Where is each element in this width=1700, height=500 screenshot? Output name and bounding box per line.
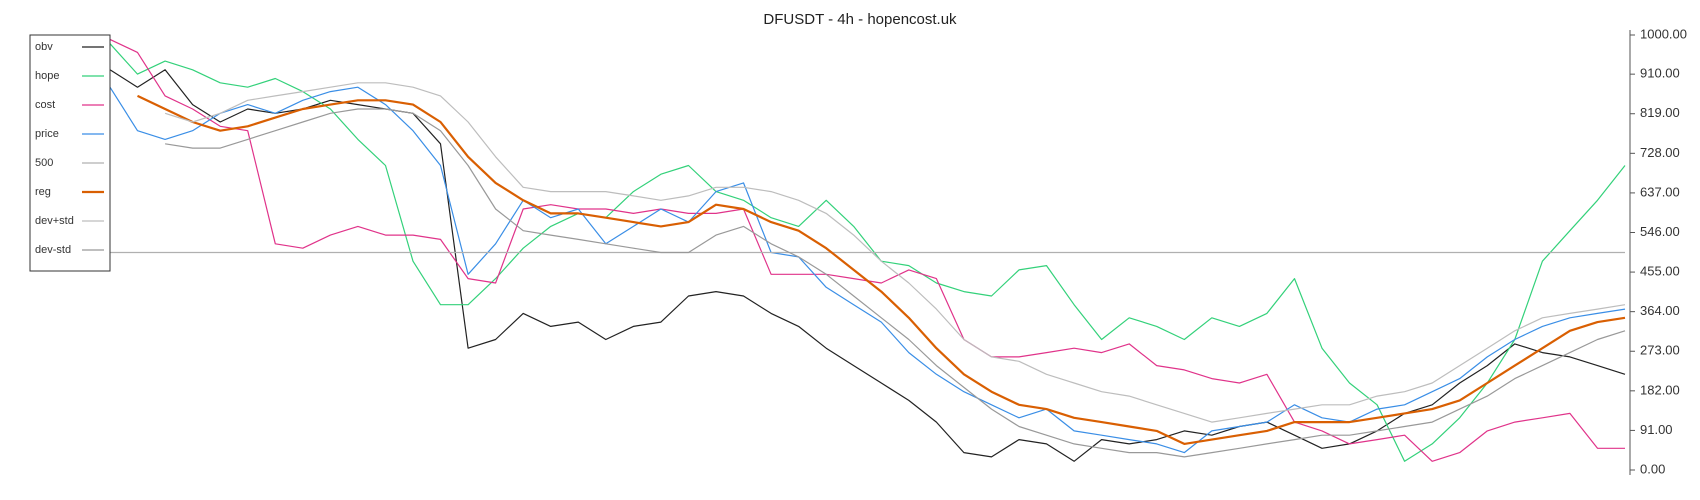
legend-label: price	[35, 128, 59, 140]
series-line	[109, 43, 1626, 462]
legend-label: dev-std	[35, 244, 71, 256]
y-tick-label: 273.00	[1640, 343, 1680, 358]
y-tick-label: 910.00	[1640, 66, 1680, 81]
y-tick-label: 1000.00	[1640, 26, 1687, 41]
series-line	[109, 69, 1626, 462]
y-tick-label: 0.00	[1640, 461, 1665, 476]
series-line	[109, 86, 1626, 454]
y-tick-label: 546.00	[1640, 224, 1680, 239]
y-tick-label: 455.00	[1640, 264, 1680, 279]
chart-title: DFUSDT - 4h - hopencost.uk	[763, 11, 957, 28]
series-line	[165, 108, 1626, 458]
y-tick-label: 182.00	[1640, 382, 1680, 397]
y-tick-label: 728.00	[1640, 145, 1680, 160]
legend-label: cost	[35, 99, 55, 111]
series-line	[137, 94, 1626, 445]
legend-box	[29, 34, 111, 272]
y-tick-label: 637.00	[1640, 184, 1680, 199]
y-tick-label: 364.00	[1640, 303, 1680, 318]
y-tick-label: 91.00	[1640, 422, 1673, 437]
legend-label: 500	[35, 157, 53, 169]
series-line	[164, 82, 1626, 423]
legend-label: hope	[35, 70, 59, 82]
legend-label: obv	[35, 41, 53, 53]
y-tick-label: 819.00	[1640, 105, 1680, 120]
legend-label: dev+std	[35, 215, 74, 227]
legend-label: reg	[35, 186, 51, 198]
